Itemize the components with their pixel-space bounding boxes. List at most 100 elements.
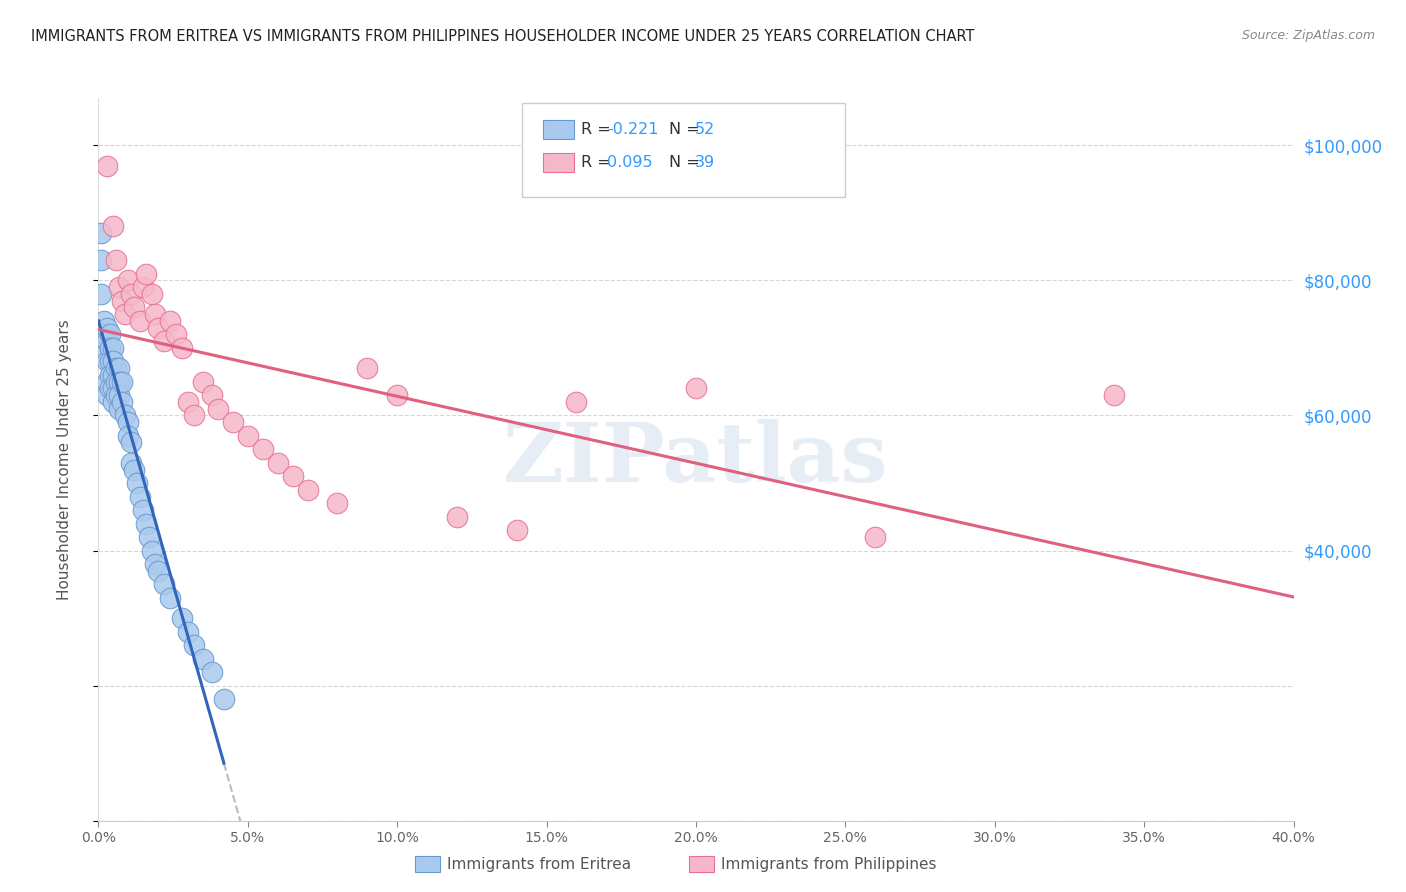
Point bbox=[114, 409, 136, 423]
Point bbox=[138, 530, 160, 544]
Text: Source: ZipAtlas.com: Source: ZipAtlas.com bbox=[1241, 29, 1375, 42]
Point bbox=[114, 307, 136, 321]
Point bbox=[865, 530, 887, 544]
Point bbox=[105, 361, 128, 376]
Point bbox=[201, 388, 224, 402]
Point bbox=[90, 253, 112, 268]
Point bbox=[267, 456, 290, 470]
Point bbox=[108, 361, 131, 376]
Text: Immigrants from Philippines: Immigrants from Philippines bbox=[721, 857, 936, 871]
Point bbox=[141, 287, 163, 301]
Text: 52: 52 bbox=[695, 122, 714, 137]
Point bbox=[105, 375, 128, 389]
Point bbox=[120, 456, 142, 470]
Text: -0.221: -0.221 bbox=[607, 122, 659, 137]
Point bbox=[96, 320, 118, 334]
Point bbox=[103, 354, 125, 368]
Point bbox=[103, 219, 125, 234]
Point bbox=[297, 483, 319, 497]
Point bbox=[98, 327, 122, 342]
Point bbox=[148, 564, 170, 578]
Point bbox=[93, 327, 115, 342]
Point bbox=[141, 543, 163, 558]
Point bbox=[252, 442, 274, 457]
Point bbox=[90, 226, 112, 240]
Point bbox=[98, 354, 122, 368]
Point bbox=[103, 341, 125, 355]
Text: N =: N = bbox=[669, 122, 706, 137]
Point bbox=[117, 273, 139, 287]
Point bbox=[191, 375, 214, 389]
Point bbox=[177, 624, 200, 639]
Point bbox=[143, 557, 166, 571]
Point bbox=[129, 490, 152, 504]
Point bbox=[111, 375, 134, 389]
Point bbox=[108, 388, 131, 402]
Point bbox=[111, 293, 134, 308]
Text: R =: R = bbox=[581, 122, 616, 137]
Point bbox=[98, 341, 122, 355]
Point bbox=[117, 415, 139, 429]
Point bbox=[103, 382, 125, 396]
Text: ZIPatlas: ZIPatlas bbox=[503, 419, 889, 500]
Y-axis label: Householder Income Under 25 years: Householder Income Under 25 years bbox=[58, 319, 72, 599]
Point bbox=[111, 395, 134, 409]
Point bbox=[103, 368, 125, 382]
Point bbox=[222, 415, 245, 429]
Point bbox=[135, 516, 157, 531]
Point bbox=[177, 395, 200, 409]
Point bbox=[132, 280, 155, 294]
Text: 39: 39 bbox=[695, 155, 714, 170]
Point bbox=[183, 409, 205, 423]
Point bbox=[124, 301, 146, 315]
Point bbox=[120, 287, 142, 301]
Point bbox=[153, 577, 176, 591]
Point bbox=[172, 611, 194, 625]
Point bbox=[165, 327, 187, 342]
Point bbox=[159, 314, 181, 328]
Point bbox=[103, 395, 125, 409]
Point bbox=[98, 382, 122, 396]
Text: Immigrants from Eritrea: Immigrants from Eritrea bbox=[447, 857, 631, 871]
Point bbox=[385, 388, 409, 402]
Point bbox=[356, 361, 378, 376]
Point bbox=[96, 159, 118, 173]
Point bbox=[159, 591, 181, 605]
Point bbox=[172, 341, 194, 355]
Point bbox=[207, 401, 229, 416]
Point bbox=[127, 475, 149, 490]
Point bbox=[105, 388, 128, 402]
Point bbox=[108, 401, 131, 416]
Point bbox=[565, 395, 588, 409]
Point bbox=[236, 429, 259, 443]
Point bbox=[685, 382, 707, 396]
Point bbox=[506, 523, 529, 537]
Point bbox=[1104, 388, 1126, 402]
Point bbox=[183, 638, 205, 652]
Point bbox=[446, 509, 468, 524]
Point bbox=[132, 503, 155, 517]
Point bbox=[191, 651, 214, 665]
Text: 0.095: 0.095 bbox=[607, 155, 652, 170]
Point bbox=[326, 496, 349, 510]
Point bbox=[105, 253, 128, 268]
Point bbox=[124, 462, 146, 476]
Point bbox=[96, 334, 118, 349]
Point bbox=[93, 314, 115, 328]
Point bbox=[212, 692, 235, 706]
Point bbox=[98, 368, 122, 382]
Point bbox=[135, 267, 157, 281]
Point bbox=[201, 665, 224, 679]
Point bbox=[96, 375, 118, 389]
Point bbox=[90, 287, 112, 301]
Point bbox=[108, 280, 131, 294]
Text: R =: R = bbox=[581, 155, 616, 170]
Point bbox=[93, 348, 115, 362]
Point bbox=[108, 375, 131, 389]
Point bbox=[129, 314, 152, 328]
Text: IMMIGRANTS FROM ERITREA VS IMMIGRANTS FROM PHILIPPINES HOUSEHOLDER INCOME UNDER : IMMIGRANTS FROM ERITREA VS IMMIGRANTS FR… bbox=[31, 29, 974, 44]
Text: N =: N = bbox=[669, 155, 706, 170]
Point bbox=[281, 469, 304, 483]
Point bbox=[143, 307, 166, 321]
Point bbox=[96, 354, 118, 368]
